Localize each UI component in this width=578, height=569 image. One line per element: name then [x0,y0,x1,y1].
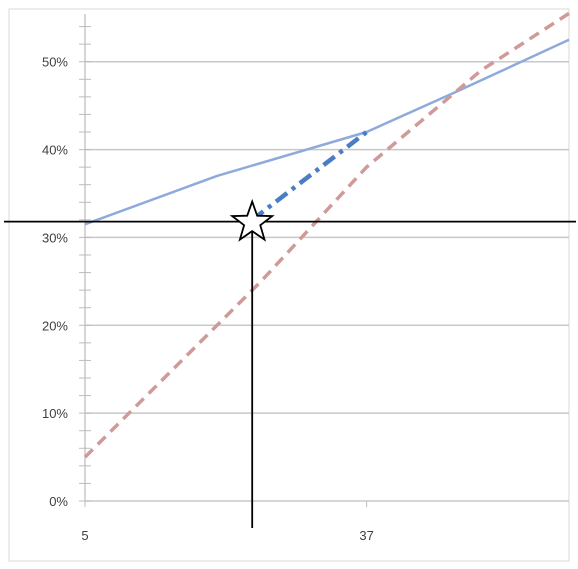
y-tick-label-4: 40% [42,143,68,158]
series-group [83,11,570,459]
y-tick-label-1: 10% [42,406,68,421]
y-tick-label-5: 50% [42,55,68,70]
series-line-dashed [83,11,570,459]
y-tick-label-3: 30% [42,230,68,245]
tick-labels: 0% 10% 20% 30% 40% 50% 5 37 [42,55,374,543]
x-tick-label-1: 37 [359,528,373,543]
reference-lines [4,198,576,528]
y-tick-label-0: 0% [49,494,68,509]
gridlines [85,60,569,414]
y-tick-label-2: 20% [42,318,68,333]
chart-frame [8,8,570,562]
star-marker-icon [229,198,275,242]
x-tick-label-0: 5 [81,528,88,543]
series-line-dash-dot [250,130,368,222]
series-line-solid [84,38,570,226]
axes [79,14,569,507]
